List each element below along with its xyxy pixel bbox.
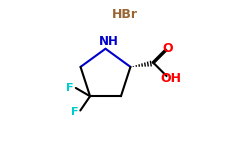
Text: NH: NH [99, 36, 119, 48]
Text: F: F [66, 83, 73, 93]
Text: F: F [71, 107, 79, 117]
Text: OH: OH [160, 72, 181, 85]
Text: HBr: HBr [112, 9, 138, 21]
Text: O: O [162, 42, 172, 55]
